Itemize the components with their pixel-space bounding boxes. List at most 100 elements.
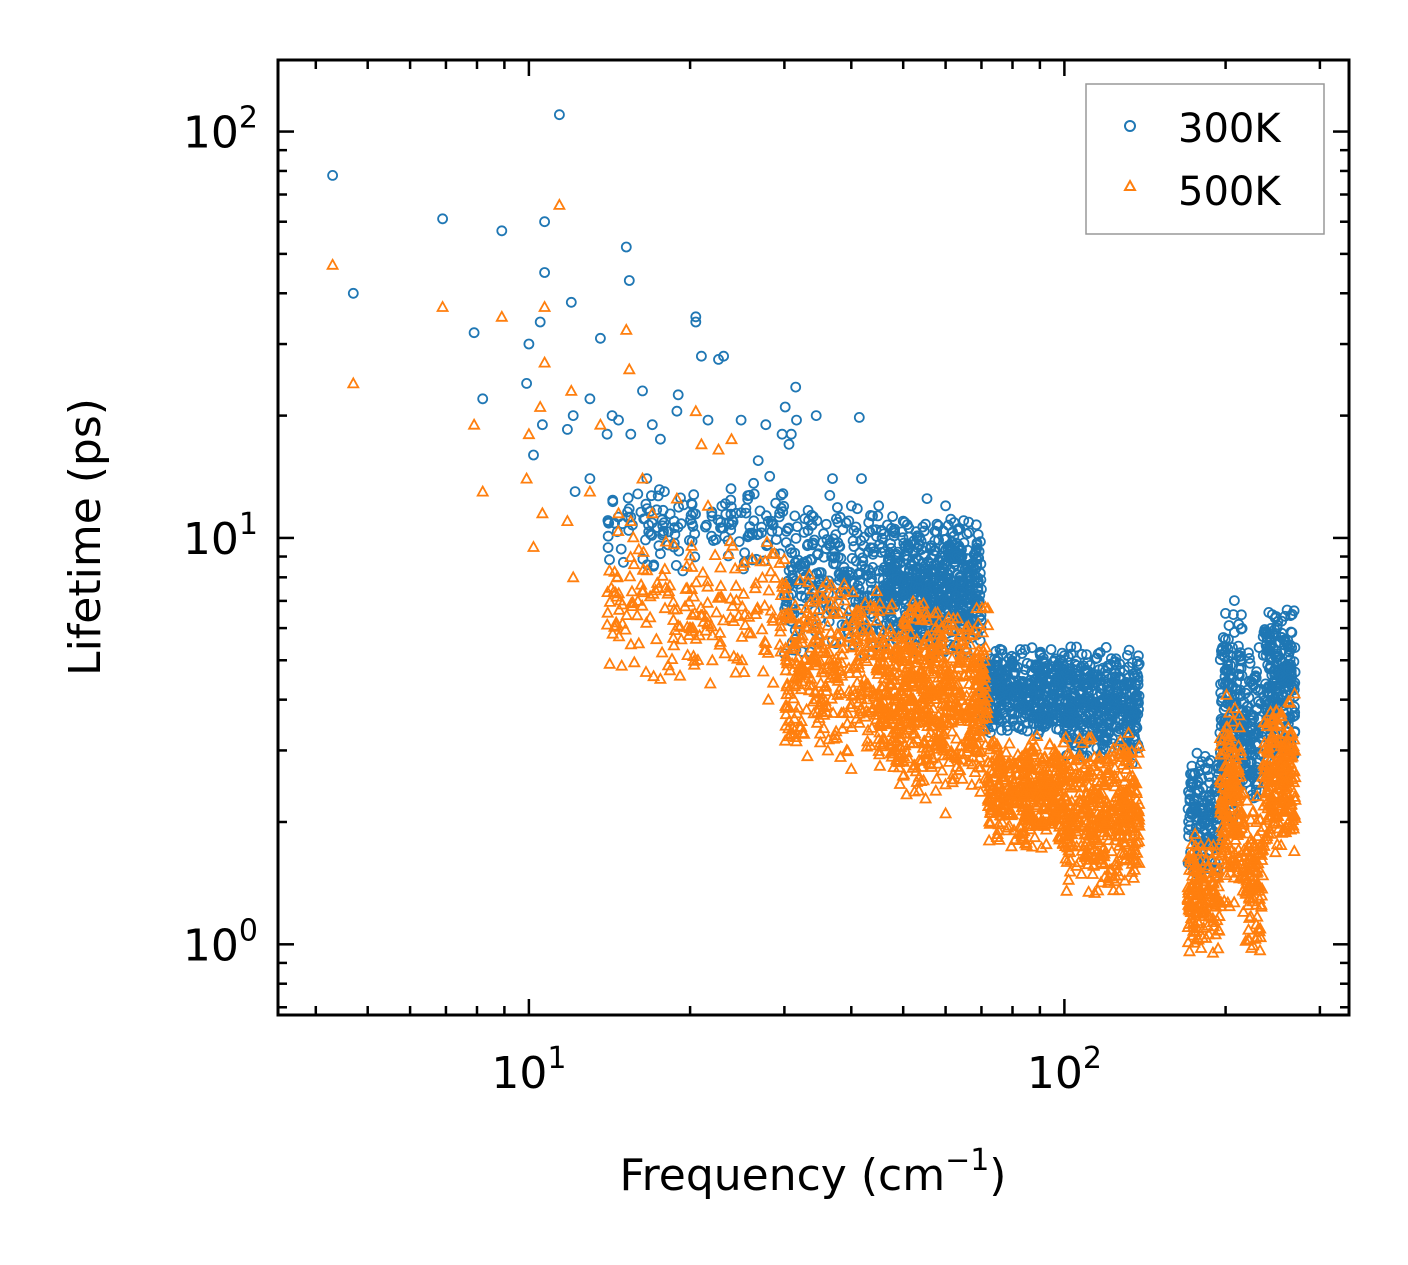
point-500k <box>845 720 859 732</box>
point-500k <box>950 698 964 711</box>
point-500k <box>1068 799 1083 811</box>
point-500k <box>1059 730 1073 743</box>
point-500k <box>877 655 891 667</box>
point-500k <box>849 711 863 724</box>
point-300k <box>1273 651 1284 662</box>
point-500k <box>765 547 779 559</box>
point-300k <box>1017 669 1029 681</box>
point-300k <box>872 510 884 522</box>
point-500k <box>742 625 756 638</box>
point-300k <box>864 526 876 538</box>
point-500k <box>1047 795 1061 808</box>
point-500k <box>735 559 749 571</box>
point-500k <box>910 732 924 744</box>
point-500k <box>903 693 917 706</box>
point-300k <box>1192 831 1204 843</box>
point-300k <box>537 419 548 431</box>
point-500k <box>681 648 695 660</box>
point-500k <box>1058 789 1072 801</box>
point-300k <box>725 494 737 506</box>
point-300k <box>1285 610 1296 621</box>
point-500k <box>756 664 770 677</box>
point-300k <box>850 521 862 533</box>
point-500k <box>1102 833 1116 845</box>
point-300k <box>1204 789 1216 801</box>
point-500k <box>701 579 715 592</box>
point-300k <box>1271 622 1283 634</box>
point-500k <box>609 615 623 628</box>
point-500k <box>978 694 992 706</box>
point-300k <box>654 484 665 496</box>
point-300k <box>1065 679 1076 691</box>
point-500k <box>1188 871 1202 884</box>
point-500k <box>1194 893 1208 905</box>
point-500k <box>1028 830 1042 843</box>
point-500k <box>1098 870 1112 882</box>
point-500k <box>694 600 708 613</box>
point-300k <box>1032 728 1044 740</box>
point-300k <box>1083 707 1094 719</box>
point-500k <box>941 616 955 629</box>
point-500k <box>900 691 914 704</box>
point-300k <box>764 470 776 482</box>
point-500k <box>916 676 930 688</box>
point-500k <box>1182 944 1197 957</box>
point-500k <box>1087 858 1101 871</box>
point-500k <box>846 585 860 598</box>
point-500k <box>1010 767 1024 779</box>
point-300k <box>815 567 827 579</box>
point-500k <box>1047 752 1062 765</box>
point-500k <box>1094 808 1108 820</box>
point-300k <box>1250 672 1262 684</box>
point-500k <box>1006 780 1020 792</box>
point-300k <box>327 169 339 181</box>
point-500k <box>787 637 801 650</box>
point-500k <box>826 607 840 619</box>
point-500k <box>624 550 638 562</box>
point-500k <box>758 643 772 655</box>
point-500k <box>636 563 650 575</box>
point-500k <box>1051 789 1065 802</box>
point-500k <box>812 602 826 615</box>
point-500k <box>666 631 680 643</box>
point-500k <box>817 641 831 654</box>
point-500k <box>936 743 950 756</box>
point-300k <box>1081 693 1093 704</box>
point-300k <box>708 535 719 546</box>
point-300k <box>951 590 963 602</box>
point-300k <box>999 666 1011 677</box>
point-500k <box>1111 822 1125 835</box>
point-500k <box>1078 850 1092 862</box>
point-500k <box>766 675 780 688</box>
point-300k <box>1284 654 1296 666</box>
point-500k <box>958 622 973 635</box>
point-300k <box>1205 755 1216 766</box>
point-500k <box>1189 861 1203 874</box>
point-500k <box>900 745 914 758</box>
point-500k <box>882 629 896 641</box>
point-500k <box>805 640 819 653</box>
point-500k <box>793 573 807 585</box>
point-500k <box>853 701 868 714</box>
point-300k <box>865 577 877 588</box>
point-300k <box>1100 731 1112 743</box>
point-500k <box>1110 858 1124 871</box>
point-300k <box>1038 655 1049 667</box>
point-300k <box>613 414 624 426</box>
point-300k <box>1223 620 1235 631</box>
point-300k <box>870 524 882 535</box>
point-300k <box>796 590 807 602</box>
point-300k <box>1013 707 1024 719</box>
point-300k <box>1188 795 1200 807</box>
point-500k <box>1024 778 1038 790</box>
point-500k <box>999 823 1014 836</box>
point-300k <box>834 569 846 580</box>
point-500k <box>784 635 798 648</box>
point-500k <box>673 620 687 632</box>
point-300k <box>1038 711 1050 723</box>
point-300k <box>1022 725 1033 737</box>
point-300k <box>523 338 535 350</box>
point-500k <box>1118 753 1132 766</box>
point-300k <box>1263 644 1275 655</box>
point-300k <box>1001 677 1013 689</box>
